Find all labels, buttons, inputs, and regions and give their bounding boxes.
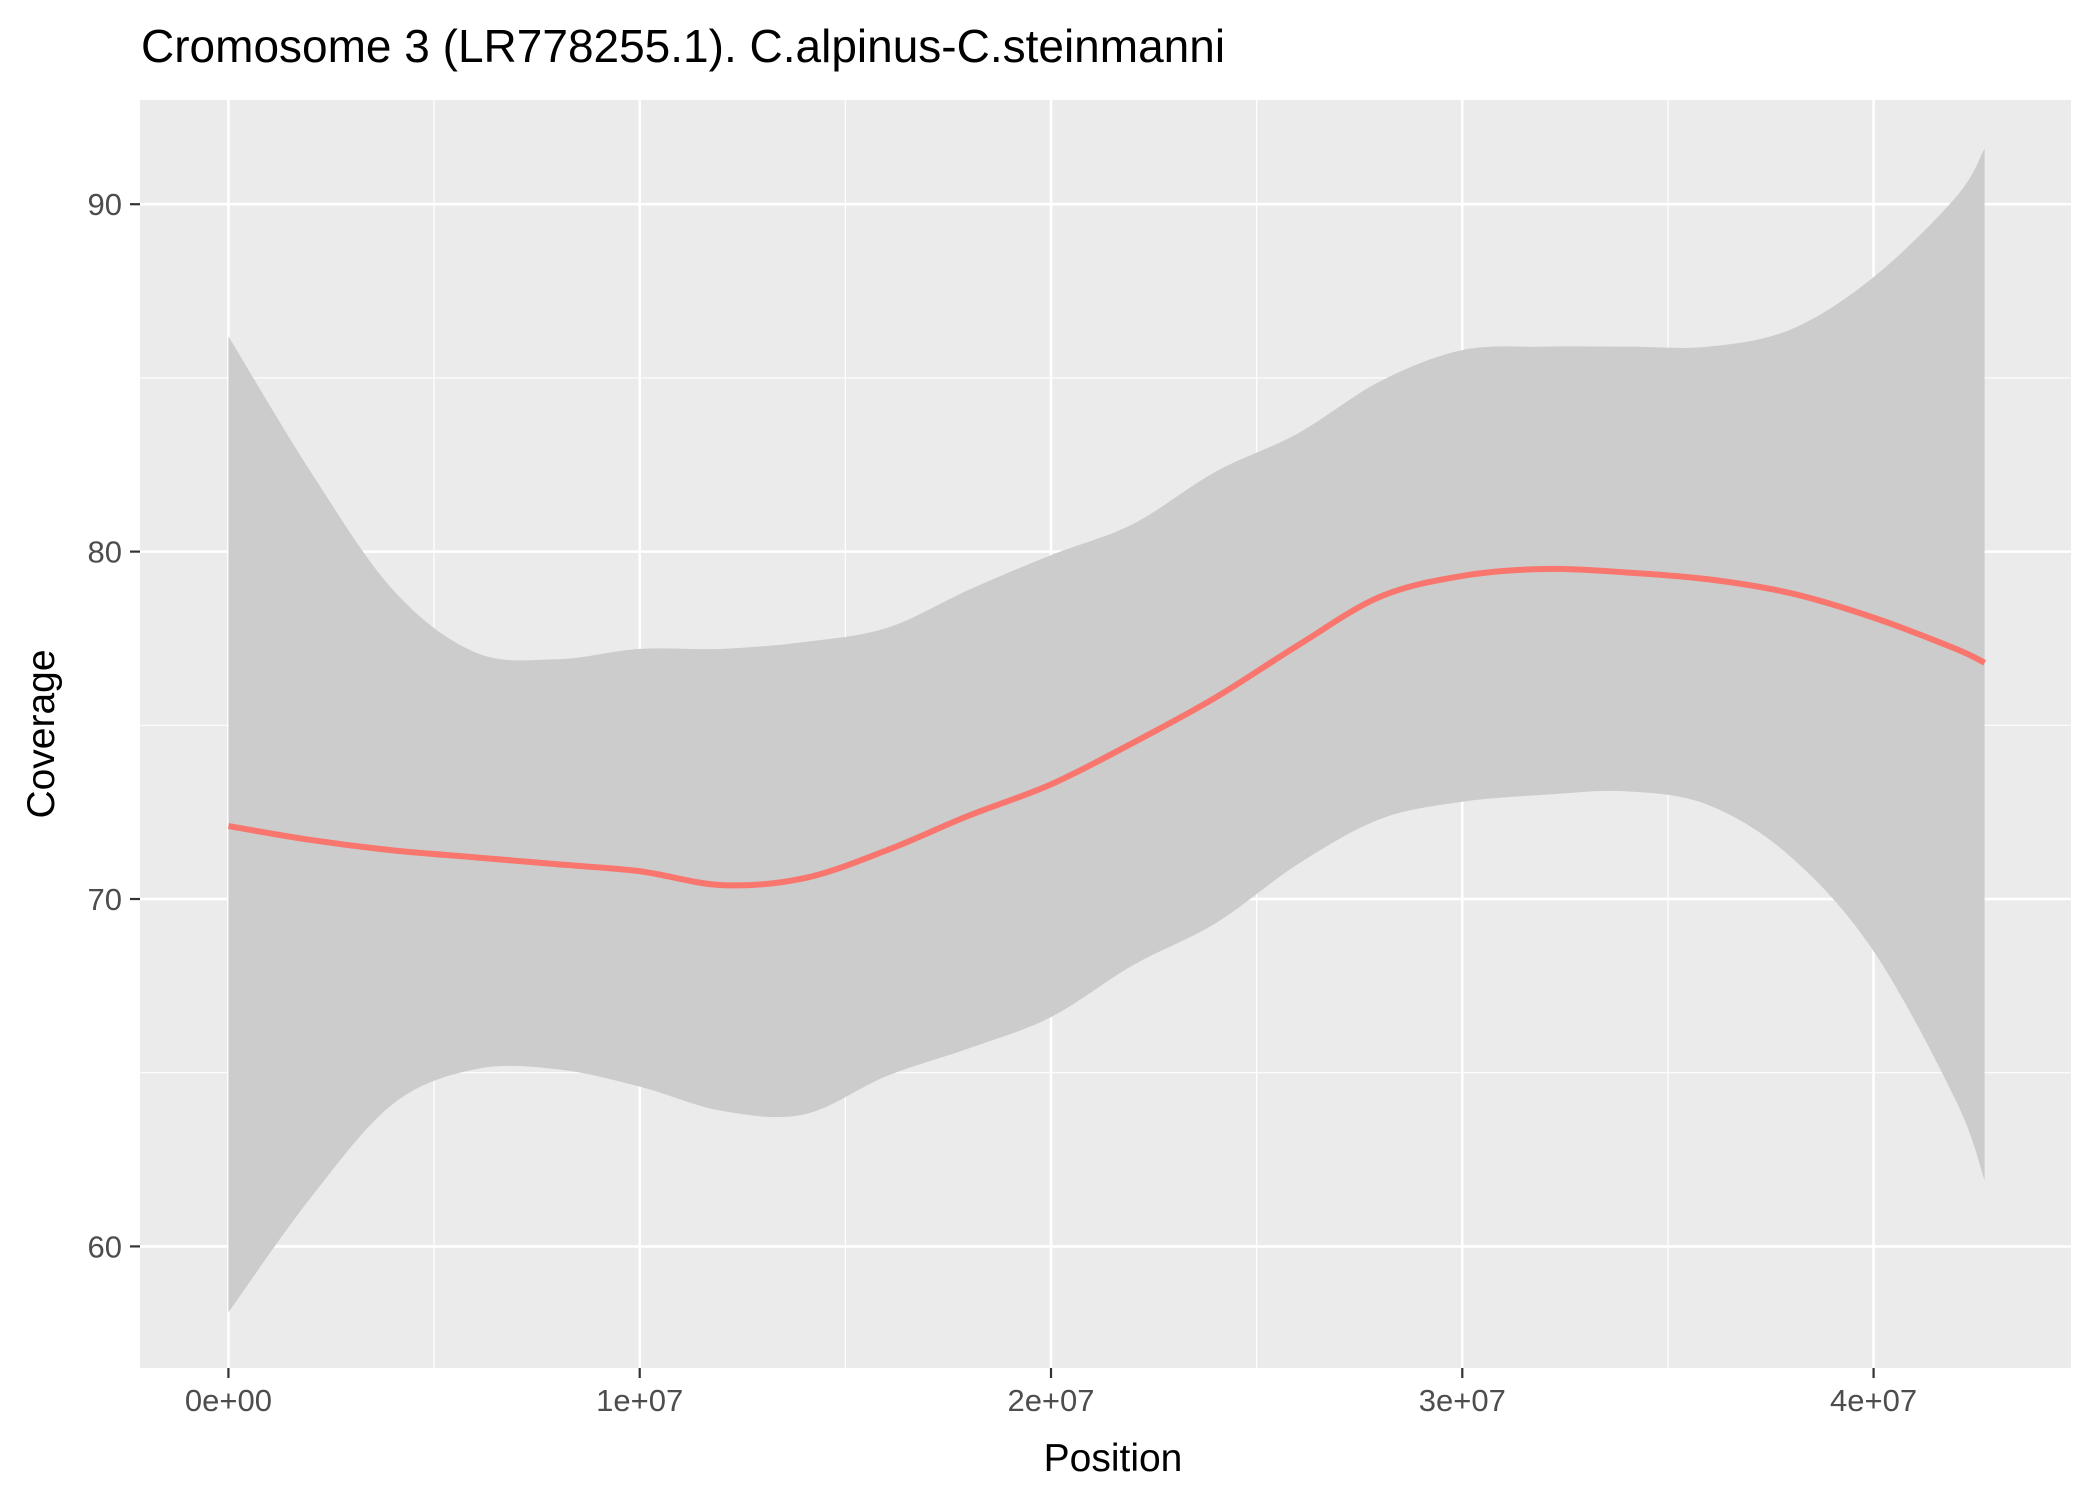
x-tick-label: 1e+07: [596, 1383, 683, 1418]
x-axis-ticks: 0e+00 1e+07 2e+07 3e+07 4e+07: [185, 1368, 1917, 1418]
x-tick-label: 2e+07: [1007, 1383, 1094, 1418]
smooth-line: [227, 565, 1986, 889]
x-tick-label: 4e+07: [1830, 1383, 1917, 1418]
chart-title: Cromosome 3 (LR778255.1). C.alpinus-C.st…: [141, 20, 1225, 72]
x-tick-label: 0e+00: [185, 1383, 272, 1418]
y-tick-label: 70: [88, 882, 122, 917]
y-axis-ticks: 60 70 80 90: [88, 187, 140, 1264]
y-tick-label: 90: [88, 187, 122, 222]
x-tick-label: 3e+07: [1419, 1383, 1506, 1418]
confidence-band: [228, 148, 1985, 1313]
y-axis-title: Coverage: [20, 649, 63, 818]
y-tick-label: 60: [88, 1229, 122, 1264]
x-axis-title: Position: [1044, 1437, 1183, 1480]
y-tick-label: 80: [88, 535, 122, 570]
